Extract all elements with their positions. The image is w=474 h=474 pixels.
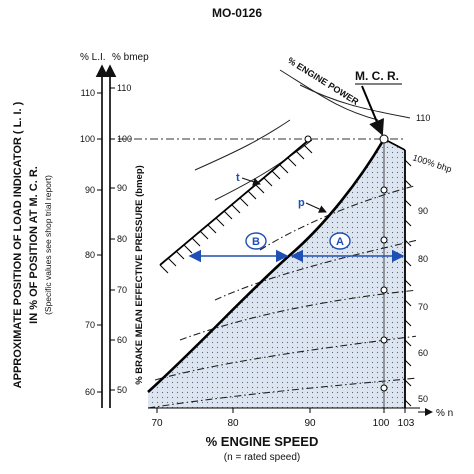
zone-b-badge	[245, 232, 267, 250]
mcr-label: M. C. R.	[355, 69, 399, 83]
speed-limit-line	[383, 138, 412, 408]
power-label-70: 70	[418, 302, 428, 312]
li-tick-60: 60	[85, 387, 95, 397]
mcr-points	[304, 134, 389, 392]
power-label-50: 50	[418, 394, 428, 404]
bmep-tick-70: 70	[117, 285, 127, 295]
t-label: t	[236, 172, 240, 184]
li-tick-100: 100	[80, 134, 95, 144]
li-tick-90: 90	[85, 185, 95, 195]
diagram-title: MO-0126	[212, 6, 262, 20]
zone-a-badge	[329, 232, 351, 250]
propeller-curve	[147, 138, 386, 393]
zone-a-label: A	[336, 236, 344, 248]
bmep-tick-90: 90	[117, 183, 127, 193]
bmep-tick-100: 100	[117, 134, 132, 144]
operating-zone-shading	[148, 139, 405, 408]
x-axis-label: % ENGINE SPEED	[206, 434, 319, 449]
power-label-110: 110	[416, 113, 430, 123]
mcr-pointer	[361, 85, 384, 136]
li-tick-80: 80	[85, 250, 95, 260]
power-lines-upper	[194, 69, 411, 201]
power-curve-60	[154, 335, 416, 381]
li-axis-label-line3: (Specific values see shop trial report)	[43, 175, 53, 315]
x-tick-103: 103	[398, 418, 415, 429]
x-axis-unit: % n	[436, 408, 453, 419]
torque-limit-line	[159, 138, 313, 274]
power-label-60: 60	[418, 348, 428, 358]
li-axis-label-line1: APPROXIMATE POSITION OF LOAD INDICATOR (…	[12, 101, 24, 388]
bmep-tick-60: 60	[117, 335, 127, 345]
p-label: p	[298, 197, 305, 209]
bmep-tick-80: 80	[117, 234, 127, 244]
power-curve-70	[179, 289, 416, 341]
zone-b-label: B	[252, 236, 260, 248]
bmep-tick-110: 110	[117, 83, 131, 93]
bmep-axis-unit: % bmep	[112, 52, 149, 63]
bmep-tick-50: 50	[117, 385, 127, 395]
x-tick-80: 80	[227, 418, 239, 429]
power-label-80: 80	[418, 254, 428, 264]
li-axis-label-line2: IN % OF POSITION AT M. C. R.	[28, 166, 40, 324]
power-label-bhp100: 100% bhp	[411, 152, 453, 174]
bmep-axis-label: % BRAKE MEAN EFFECTIVE PRESSURE (bmep)	[134, 165, 145, 385]
x-tick-70: 70	[151, 418, 163, 429]
x-axis-sublabel: (n = rated speed)	[224, 452, 300, 463]
power-curve-90	[259, 184, 416, 251]
power-label-90: 90	[418, 206, 428, 216]
li-axis-unit: % L.I.	[80, 52, 106, 63]
x-tick-100: 100	[373, 418, 390, 429]
li-tick-110: 110	[81, 88, 95, 98]
li-tick-70: 70	[85, 320, 95, 330]
x-tick-90: 90	[304, 418, 316, 429]
